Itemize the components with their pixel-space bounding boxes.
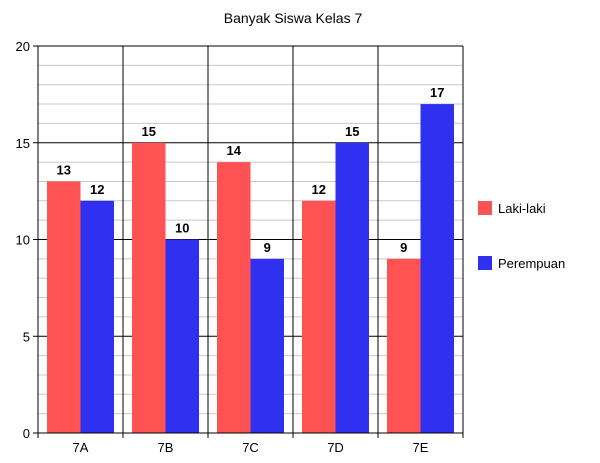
data-label: 15 xyxy=(142,124,156,139)
x-tick-label: 7C xyxy=(242,440,259,455)
x-tick-label: 7D xyxy=(327,440,344,455)
legend-swatch xyxy=(478,256,492,270)
bars xyxy=(47,104,454,434)
bar-perempuan-7e xyxy=(420,104,454,434)
data-label: 15 xyxy=(345,124,359,139)
y-tick-label: 5 xyxy=(23,329,30,344)
y-tick-label: 20 xyxy=(16,39,30,54)
data-label: 9 xyxy=(264,240,271,255)
bar-perempuan-7c xyxy=(250,258,284,433)
y-tick-label: 0 xyxy=(23,426,30,441)
bar-laki-laki-7d xyxy=(302,200,336,433)
bar-laki-laki-7e xyxy=(387,258,421,433)
data-label: 14 xyxy=(227,143,242,158)
x-tick-label: 7E xyxy=(413,440,429,455)
legend-label: Laki-laki xyxy=(498,201,546,216)
y-tick-label: 15 xyxy=(16,136,30,151)
axes: 0 5 10 15 20 7A 7B 7C 7D 7E xyxy=(16,39,463,455)
x-tick-label: 7A xyxy=(73,440,89,455)
legend-swatch xyxy=(478,201,492,215)
data-labels: 13 12 15 10 14 9 12 15 9 17 xyxy=(57,85,445,255)
data-label: 9 xyxy=(400,240,407,255)
y-tick-label: 10 xyxy=(16,233,30,248)
data-label: 10 xyxy=(175,221,189,236)
legend: Laki-laki Perempuan xyxy=(478,201,565,271)
legend-label: Perempuan xyxy=(498,256,565,271)
data-label: 12 xyxy=(90,182,104,197)
chart-title: Banyak Siswa Kelas 7 xyxy=(224,10,363,26)
x-tick-label: 7B xyxy=(158,440,174,455)
data-label: 13 xyxy=(57,162,71,177)
bar-laki-laki-7a xyxy=(47,181,81,433)
bar-perempuan-7d xyxy=(335,142,369,433)
data-label: 17 xyxy=(430,85,444,100)
bar-laki-laki-7c xyxy=(217,162,251,433)
bar-perempuan-7a xyxy=(80,200,114,433)
bar-perempuan-7b xyxy=(165,239,199,433)
data-label: 12 xyxy=(312,182,326,197)
bar-laki-laki-7b xyxy=(132,142,166,433)
